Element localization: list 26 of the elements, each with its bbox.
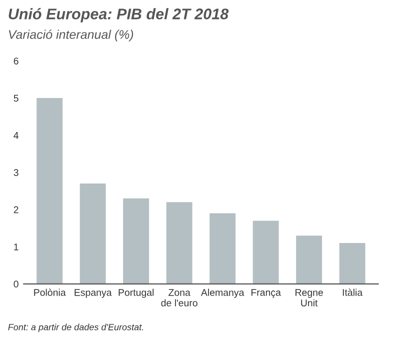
y-tick-label: 1 — [14, 244, 18, 250]
bar — [80, 184, 106, 284]
bar — [36, 98, 63, 284]
x-tick-label: Alemanya — [200, 288, 244, 298]
bar — [123, 198, 150, 284]
y-tick-label: 5 — [14, 94, 18, 102]
x-tick-label: França — [251, 289, 281, 298]
x-tick-label: Zona de l'euro — [161, 289, 198, 306]
bar — [339, 243, 366, 284]
y-tick-label: 3 — [14, 169, 18, 176]
y-tick-label: 4 — [14, 132, 18, 139]
y-tick-label: 2 — [14, 206, 18, 214]
bar — [296, 236, 322, 284]
text: Font: a partir de dades d'Eurostat. — [8, 324, 143, 332]
bar — [166, 202, 192, 284]
x-tick-label: Regne Unit — [296, 289, 323, 306]
x-tick-label: Polònia — [34, 288, 66, 296]
bar — [252, 220, 279, 284]
chart-title: Unió Europea: PIB del 2T 2018 — [8, 8, 229, 22]
y-tick-label: 0 — [14, 280, 18, 288]
x-tick-label: Espanya — [74, 289, 112, 298]
bar — [210, 213, 236, 284]
x-tick-label: Portugal — [118, 288, 154, 298]
chart-subtitle: Variació interanual (%) — [8, 30, 134, 42]
y-tick-label: 6 — [14, 58, 18, 64]
x-tick-label: Itàlia — [342, 288, 363, 296]
